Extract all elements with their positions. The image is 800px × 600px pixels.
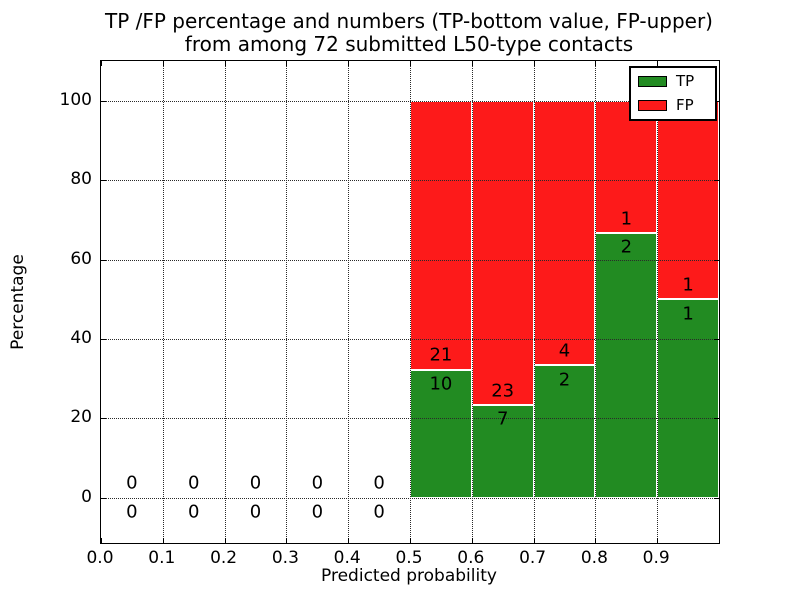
x-axis-tick [471,538,473,543]
bar-segment-fp [657,100,719,300]
y-tick-label: 60 [70,248,92,269]
x-axis-tick-top [471,61,473,66]
tp-count-label: 0 [249,501,262,523]
x-axis-tick [657,538,659,543]
y-axis-tick [101,180,106,182]
tp-count-label: 0 [373,501,385,523]
legend-item: TP [638,74,708,89]
chart-title-line2: from among 72 submitted L50-type contact… [184,32,634,56]
x-axis-tick [348,538,350,543]
grid-line-vertical [595,61,597,543]
y-tick-label: 20 [70,407,92,428]
y-tick-label: 40 [70,327,92,348]
tp-count-label: 1 [682,303,694,324]
grid-line-vertical [348,61,350,543]
grid-line-vertical [286,61,288,543]
bar-segment-fp [471,100,534,406]
bar-segment-tp [471,405,534,498]
x-axis-tick [410,538,411,543]
fp-count-label: 21 [429,344,453,366]
fp-count-label: 0 [187,472,200,494]
chart-title-line1: TP /FP percentage and numbers (TP-bottom… [105,9,713,33]
legend-item: FP [638,98,708,113]
y-axis-tick-right [714,418,719,420]
bar-segment-fp [410,100,472,370]
tp-count-label: 10 [429,373,453,395]
grid-line-vertical [410,61,411,543]
x-axis-tick-top [224,61,226,66]
y-axis-tick [101,100,106,102]
x-axis-tick [224,538,226,543]
x-axis-tick-top [657,61,659,66]
x-axis-tick-top [533,61,535,66]
x-tick-label: 0.1 [148,548,176,568]
bar-segment-tp [657,299,719,498]
y-axis-tick-right [714,259,719,261]
bar-segment-fp [595,100,658,234]
x-axis-tick-top [101,61,102,66]
y-tick-label: 100 [59,89,92,110]
tp-count-label: 7 [496,408,509,430]
x-tick-label: 0.3 [271,548,299,568]
y-tick-label: 80 [70,169,92,190]
legend-item-label: TP [676,72,695,90]
fp-swatch-icon [638,100,667,111]
tp-count-label: 0 [311,501,324,523]
x-axis-tick [101,538,102,543]
tp-swatch-icon [638,76,667,87]
grid-line-vertical [471,61,473,543]
fp-count-label: 0 [126,472,138,494]
x-axis-tick [595,538,597,543]
x-tick-label: 0.8 [580,548,608,568]
grid-line-vertical [533,61,535,543]
legend: TP FP [629,66,717,121]
x-axis-tick [533,538,535,543]
x-axis-tick-top [348,61,350,66]
fp-count-label: 0 [311,472,324,494]
y-axis-tick [101,338,106,340]
x-axis-tick-top [286,61,288,66]
fp-count-label: 1 [682,274,694,296]
tp-count-label: 2 [620,236,633,258]
y-axis-tick-right [714,338,719,340]
x-tick-label: 0.9 [642,548,670,568]
grid-line-vertical [657,61,659,543]
y-axis-tick-right [714,497,719,499]
x-tick-label: 0.6 [457,548,485,568]
fp-count-label: 4 [558,340,571,362]
x-axis-tick [286,538,288,543]
tp-count-label: 2 [558,369,571,391]
fp-count-label: 0 [249,472,262,494]
chart-title: TP /FP percentage and numbers (TP-bottom… [100,10,718,56]
bar-segment-tp [595,233,658,498]
x-axis-label: Predicted probability [321,566,497,586]
x-tick-label: 0.7 [519,548,547,568]
x-tick-label: 0.2 [210,548,238,568]
tp-count-label: 0 [187,501,200,523]
grid-line-vertical [224,61,226,543]
x-tick-label: 0.0 [86,548,114,568]
bar-segment-fp [533,100,596,366]
x-axis-tick [162,538,164,543]
y-tick-label: 0 [81,486,92,507]
x-tick-label: 0.4 [333,548,361,568]
tp-count-label: 0 [126,501,138,523]
x-axis-tick-top [162,61,164,66]
fp-count-label: 0 [373,472,385,494]
y-axis-label: Percentage [8,254,28,350]
y-axis-tick [101,418,106,420]
fp-count-label: 23 [491,380,515,402]
fp-count-label: 1 [620,208,633,230]
x-axis-tick-top [410,61,411,66]
legend-item-label: FP [676,96,694,114]
x-tick-label: 0.5 [395,548,423,568]
grid-line-vertical [162,61,164,543]
y-axis-tick-right [714,180,719,182]
y-axis-tick [101,497,106,499]
y-axis-tick [101,259,106,261]
plot-area: TP FP 0 0 0 0 0 0 0 0 0 0 21 10 23 7 4 2 1 2 1 1 [100,60,720,544]
x-axis-tick-top [595,61,597,66]
